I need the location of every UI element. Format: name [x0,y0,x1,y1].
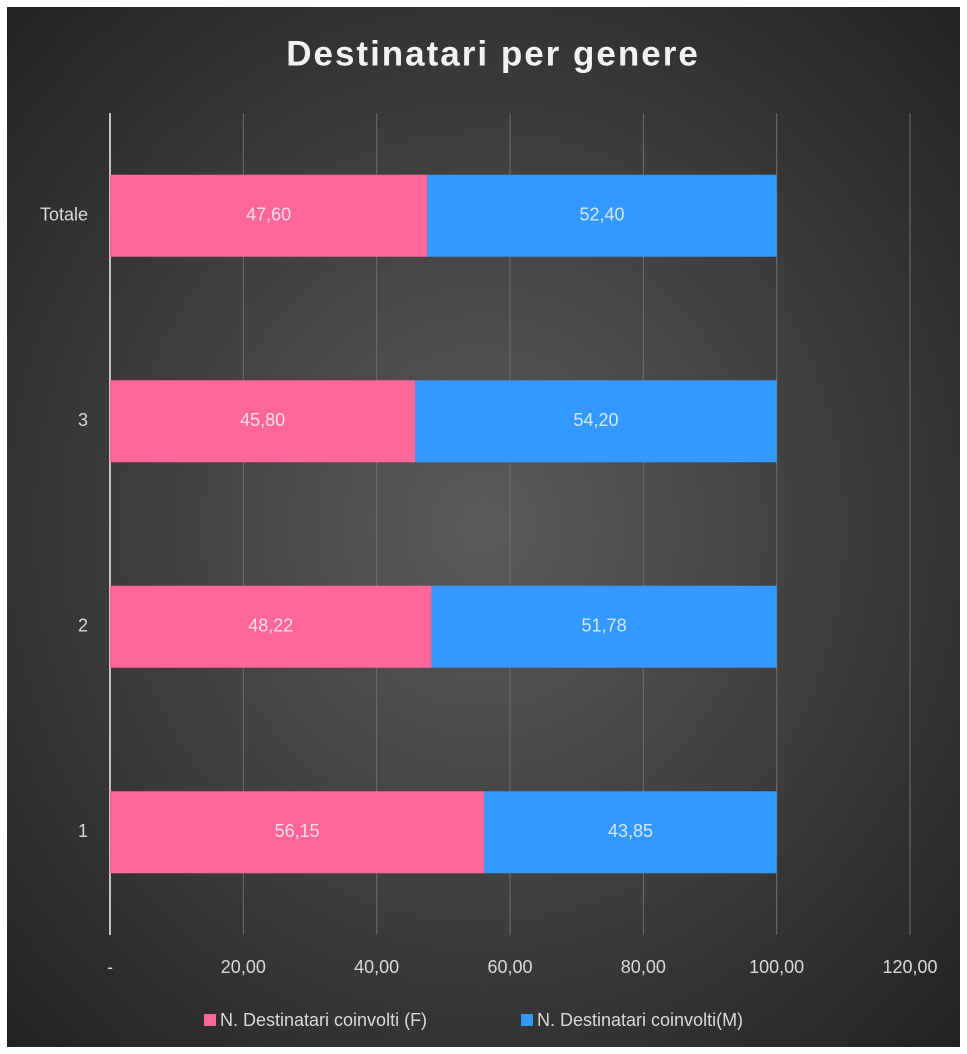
x-tick-label: 100,00 [749,957,804,977]
data-label: 56,15 [275,821,320,841]
chart-background [7,7,960,1047]
x-tick-label: 120,00 [882,957,937,977]
y-tick-label: 2 [78,616,88,636]
y-tick-label: 1 [78,821,88,841]
chart-title: Destinatari per genere [286,34,700,73]
bar-segment [415,380,777,463]
bar-segment [484,791,777,874]
legend-swatch [521,1014,533,1026]
bar-segment [110,380,416,463]
bar-segment [427,174,777,257]
bar-segment [431,585,777,668]
x-tick-label: 20,00 [221,957,266,977]
legend-label: N. Destinatari coinvolti(M) [537,1010,743,1030]
data-label: 45,80 [240,410,285,430]
x-tick-label: - [107,957,113,977]
bar-segment [110,585,432,668]
x-tick-label: 60,00 [487,957,532,977]
bar-segment [110,791,485,874]
data-label: 48,22 [248,616,293,636]
x-tick-label: 40,00 [354,957,399,977]
data-label: 51,78 [582,616,627,636]
data-label: 54,20 [573,410,618,430]
x-tick-label: 80,00 [621,957,666,977]
y-tick-label: Totale [40,205,88,225]
legend-label: N. Destinatari coinvolti (F) [220,1010,427,1030]
bar-segment [110,174,428,257]
legend-swatch [204,1014,216,1026]
data-label: 47,60 [246,205,291,225]
y-tick-label: 3 [78,410,88,430]
data-label: 43,85 [608,821,653,841]
data-label: 52,40 [579,205,624,225]
